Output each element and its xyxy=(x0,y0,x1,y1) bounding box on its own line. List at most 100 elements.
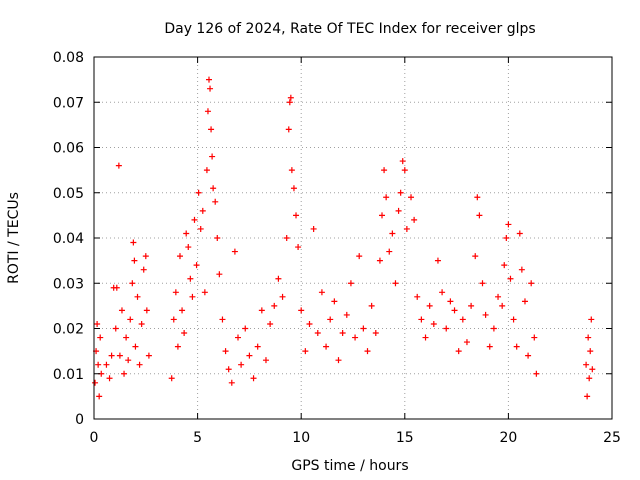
data-point xyxy=(372,330,379,337)
data-point xyxy=(108,352,115,359)
data-point xyxy=(214,235,221,241)
data-point xyxy=(222,348,229,355)
data-point xyxy=(499,302,506,309)
data-point xyxy=(589,366,596,373)
data-point xyxy=(422,334,429,341)
data-point xyxy=(262,357,269,364)
y-tick-label: 0.01 xyxy=(53,367,84,383)
data-point xyxy=(443,325,450,332)
data-point xyxy=(383,194,390,201)
data-point xyxy=(118,307,125,314)
data-point xyxy=(403,225,410,232)
data-point xyxy=(92,379,99,386)
data-point xyxy=(339,330,346,337)
data-point xyxy=(238,361,245,368)
data-point xyxy=(426,302,433,309)
data-point xyxy=(401,167,408,174)
chart-title: Day 126 of 2024, Rate Of TEC Index for r… xyxy=(164,21,535,37)
data-point xyxy=(267,320,274,327)
data-point xyxy=(306,320,313,327)
data-point xyxy=(505,221,512,228)
x-tick-label: 20 xyxy=(499,430,517,446)
data-point xyxy=(212,198,219,205)
data-point xyxy=(208,126,215,133)
y-tick-label: 0.02 xyxy=(53,322,84,338)
data-point xyxy=(112,325,119,332)
data-point xyxy=(279,293,286,300)
data-point xyxy=(138,320,145,327)
data-point xyxy=(411,216,418,223)
data-point xyxy=(518,266,525,273)
data-point xyxy=(179,307,186,314)
data-point xyxy=(210,185,217,192)
data-point xyxy=(585,334,592,341)
data-point xyxy=(191,216,198,223)
data-point xyxy=(225,366,232,373)
data-point xyxy=(168,375,175,382)
data-point xyxy=(439,289,446,296)
data-point xyxy=(451,307,458,314)
data-point xyxy=(513,343,520,350)
data-point xyxy=(288,167,295,174)
data-point xyxy=(201,289,208,296)
data-point xyxy=(187,275,194,282)
data-point xyxy=(142,253,149,260)
data-point xyxy=(193,262,200,269)
data-point xyxy=(283,235,290,241)
data-point xyxy=(528,280,535,287)
data-point xyxy=(258,307,265,314)
data-point xyxy=(434,257,441,264)
data-point xyxy=(235,334,242,341)
data-point xyxy=(183,230,190,237)
data-point xyxy=(583,361,590,368)
data-point xyxy=(172,289,179,296)
data-point xyxy=(136,361,143,368)
y-tick-label: 0.04 xyxy=(53,231,84,247)
data-point xyxy=(103,361,110,368)
data-point xyxy=(474,194,481,201)
x-tick-label: 25 xyxy=(603,430,621,446)
data-point xyxy=(199,207,206,214)
y-tick-label: 0.06 xyxy=(53,141,84,157)
plot-background xyxy=(94,57,612,419)
data-point xyxy=(96,393,103,400)
data-point xyxy=(510,316,517,323)
data-point xyxy=(231,248,238,255)
data-point xyxy=(246,352,253,359)
data-point xyxy=(94,320,101,327)
data-point xyxy=(115,162,122,169)
data-point xyxy=(95,361,102,368)
data-point xyxy=(203,167,210,174)
data-point xyxy=(302,348,309,355)
data-point xyxy=(331,298,338,305)
data-point xyxy=(531,334,538,341)
data-point xyxy=(286,99,293,106)
data-point xyxy=(127,316,134,323)
data-point xyxy=(195,189,202,196)
data-point xyxy=(197,225,204,232)
x-tick-label: 15 xyxy=(396,430,414,446)
data-point xyxy=(205,76,212,83)
data-point xyxy=(189,293,196,300)
data-point xyxy=(479,280,486,287)
data-point xyxy=(525,352,532,359)
data-point xyxy=(295,244,302,251)
data-point xyxy=(106,375,113,382)
data-point xyxy=(476,212,483,219)
data-point xyxy=(447,298,454,305)
data-point xyxy=(356,253,363,260)
y-tick-label: 0.05 xyxy=(53,186,84,202)
data-point xyxy=(343,311,350,318)
data-point xyxy=(472,253,479,260)
x-axis-label: GPS time / hours xyxy=(291,458,408,474)
data-point xyxy=(414,293,421,300)
data-point xyxy=(216,271,223,278)
y-axis-label: ROTI / TECUs xyxy=(6,192,22,284)
data-point xyxy=(285,126,292,133)
x-axis-ticks: 0 5 10 15 20 25 xyxy=(90,57,621,446)
data-point xyxy=(468,302,475,309)
data-point xyxy=(347,280,354,287)
data-point xyxy=(145,352,152,359)
data-point xyxy=(131,257,138,264)
data-point xyxy=(170,316,177,323)
